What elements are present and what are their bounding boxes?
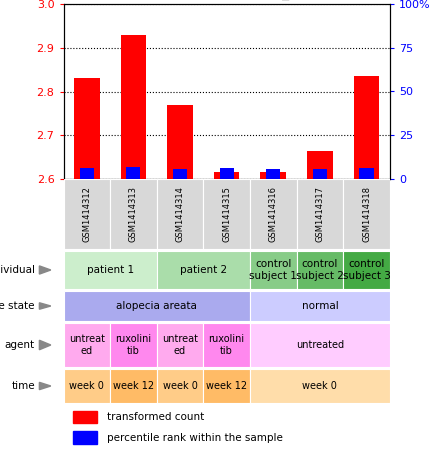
Bar bbox=[266, 169, 280, 179]
Text: patient 1: patient 1 bbox=[87, 265, 134, 275]
Text: normal: normal bbox=[301, 301, 338, 311]
Bar bbox=[74, 78, 99, 179]
Bar bbox=[360, 168, 374, 179]
Bar bbox=[110, 369, 157, 403]
Bar bbox=[343, 251, 390, 289]
Bar bbox=[64, 323, 110, 367]
Bar bbox=[250, 369, 390, 403]
Bar bbox=[203, 323, 250, 367]
Bar bbox=[250, 179, 297, 249]
Text: ruxolini
tib: ruxolini tib bbox=[208, 334, 245, 356]
Bar bbox=[64, 291, 250, 321]
Bar bbox=[157, 179, 203, 249]
Text: agent: agent bbox=[5, 340, 35, 350]
Bar bbox=[110, 179, 157, 249]
Bar bbox=[250, 251, 297, 289]
Text: alopecia areata: alopecia areata bbox=[117, 301, 197, 311]
Bar bbox=[64, 251, 157, 289]
Bar bbox=[173, 169, 187, 179]
Text: week 0: week 0 bbox=[69, 381, 104, 391]
Bar bbox=[343, 179, 390, 249]
Bar bbox=[297, 179, 343, 249]
Text: percentile rank within the sample: percentile rank within the sample bbox=[106, 433, 283, 443]
Text: week 12: week 12 bbox=[206, 381, 247, 391]
Bar bbox=[110, 323, 157, 367]
Text: GSM1414312: GSM1414312 bbox=[82, 186, 91, 242]
Bar bbox=[157, 323, 203, 367]
Bar bbox=[261, 173, 286, 179]
Text: transformed count: transformed count bbox=[106, 412, 204, 422]
Bar bbox=[80, 168, 94, 179]
Text: GSM1414317: GSM1414317 bbox=[315, 186, 325, 242]
Text: GSM1414318: GSM1414318 bbox=[362, 186, 371, 242]
Bar bbox=[64, 179, 110, 249]
Bar bbox=[64, 369, 110, 403]
Bar bbox=[313, 169, 327, 179]
Bar bbox=[167, 105, 193, 179]
Polygon shape bbox=[39, 340, 51, 350]
Bar bbox=[297, 251, 343, 289]
Polygon shape bbox=[39, 382, 51, 390]
Text: untreat
ed: untreat ed bbox=[162, 334, 198, 356]
Text: control
subject 3: control subject 3 bbox=[343, 259, 390, 281]
Bar bbox=[307, 150, 333, 179]
Text: week 12: week 12 bbox=[113, 381, 154, 391]
Bar bbox=[203, 179, 250, 249]
Bar bbox=[127, 167, 141, 179]
Bar bbox=[354, 76, 379, 179]
Text: individual: individual bbox=[0, 265, 35, 275]
Text: ruxolini
tib: ruxolini tib bbox=[115, 334, 152, 356]
Bar bbox=[120, 34, 146, 179]
Bar bbox=[203, 369, 250, 403]
Polygon shape bbox=[39, 303, 51, 309]
Bar bbox=[250, 323, 390, 367]
Bar bbox=[157, 251, 250, 289]
Text: week 0: week 0 bbox=[303, 381, 337, 391]
Text: patient 2: patient 2 bbox=[180, 265, 227, 275]
Polygon shape bbox=[39, 266, 51, 274]
Bar bbox=[73, 431, 97, 444]
Bar bbox=[214, 173, 240, 179]
Text: GSM1414315: GSM1414315 bbox=[222, 186, 231, 242]
Text: untreated: untreated bbox=[296, 340, 344, 350]
Text: GSM1414313: GSM1414313 bbox=[129, 186, 138, 242]
Text: disease state: disease state bbox=[0, 301, 35, 311]
Text: time: time bbox=[11, 381, 35, 391]
Text: control
subject 2: control subject 2 bbox=[296, 259, 344, 281]
Bar bbox=[219, 168, 234, 179]
Text: week 0: week 0 bbox=[162, 381, 198, 391]
Bar bbox=[157, 369, 203, 403]
Text: untreat
ed: untreat ed bbox=[69, 334, 105, 356]
Bar bbox=[250, 291, 390, 321]
Bar bbox=[73, 411, 97, 424]
Text: GSM1414316: GSM1414316 bbox=[269, 186, 278, 242]
Text: control
subject 1: control subject 1 bbox=[249, 259, 297, 281]
Text: GSM1414314: GSM1414314 bbox=[176, 186, 184, 242]
